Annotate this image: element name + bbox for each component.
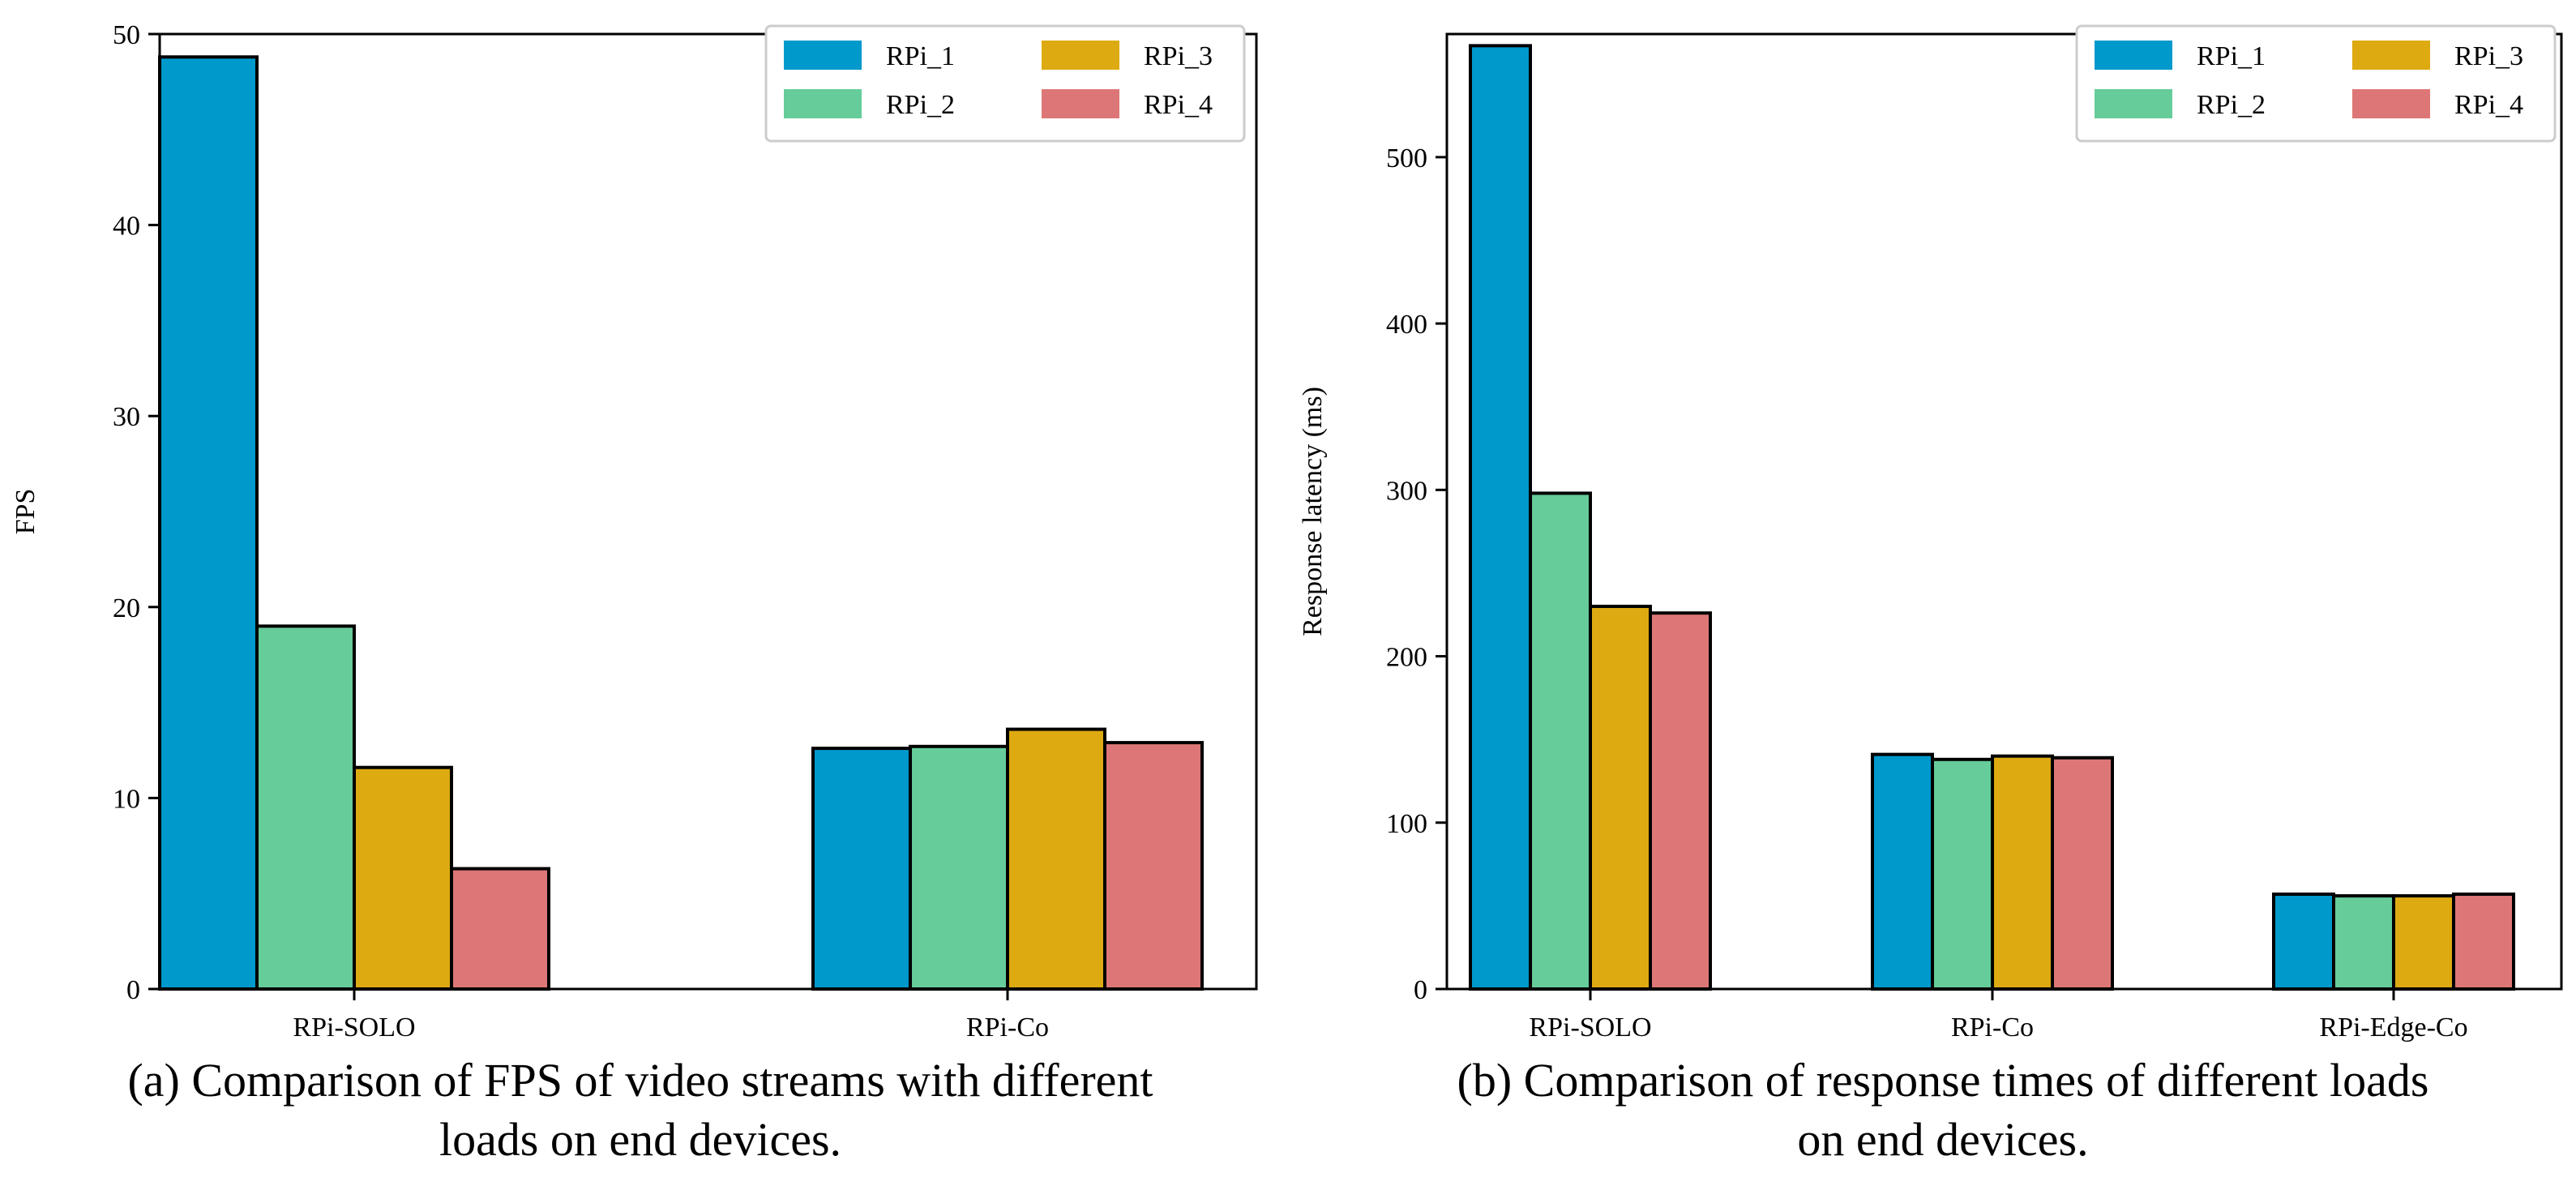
legend-swatch-rpi2 xyxy=(784,89,862,118)
legend-swatch-rpi3 xyxy=(1042,41,1119,70)
y-tick-label: 20 xyxy=(113,593,140,623)
x-tick-label-rpi-solo: RPi-SOLO xyxy=(293,1013,415,1043)
legend-label-rpi4: RPi_4 xyxy=(1144,90,1213,120)
legend-label-rpi2: RPi_2 xyxy=(2197,90,2266,120)
bar-rpi3-rpi-solo xyxy=(353,765,453,991)
legend-label-rpi3: RPi_3 xyxy=(2454,41,2523,71)
y-tick-label: 200 xyxy=(1386,643,1427,673)
legend-label-rpi3: RPi_3 xyxy=(1144,41,1213,71)
legend-swatch-rpi4 xyxy=(1042,89,1119,118)
bar-rpi4-rpi-solo xyxy=(1649,611,1712,991)
legend-label-rpi2: RPi_2 xyxy=(886,90,955,120)
y-tick-label: 400 xyxy=(1386,310,1427,340)
caption-line: (a) Comparison of FPS of video streams w… xyxy=(127,1054,1153,1107)
legend-label-rpi1: RPi_1 xyxy=(886,41,955,71)
legend-swatch-rpi1 xyxy=(2095,41,2172,70)
caption-line: (b) Comparison of response times of diff… xyxy=(1457,1054,2429,1107)
bar-rpi4-rpi-solo xyxy=(450,867,550,991)
y-tick-label: 0 xyxy=(126,975,140,1005)
plot-frame xyxy=(158,32,1258,991)
x-tick-label-rpi-co: RPi-Co xyxy=(966,1013,1049,1043)
bar-rpi1-rpi-co xyxy=(811,747,912,991)
legend-swatch-rpi3 xyxy=(2352,41,2430,70)
chart-response-latency: 0 100 200 300 400 500 RPi-SOLO RPi-Co RPi-Edge-C… xyxy=(1298,24,2563,1166)
y-tick-label: 100 xyxy=(1386,809,1427,839)
x-tick-label-rpi-co: RPi-Co xyxy=(1951,1013,2034,1043)
y-tick-label: 300 xyxy=(1386,476,1427,506)
bar-rpi3-rpi-edge-co xyxy=(2392,894,2455,991)
y-tick-label: 0 xyxy=(1414,975,1427,1005)
bar-rpi1-rpi-solo xyxy=(1469,44,1532,991)
y-tick-label: 30 xyxy=(113,402,140,432)
chart-fps: 0 10 20 30 40 50 RPi-SOLO RPi-Co FPS RPi_1 RPi_2 RP… xyxy=(11,20,1258,1166)
legend-label-rpi4: RPi_4 xyxy=(2454,90,2523,120)
y-tick-label: 50 xyxy=(113,20,140,50)
bar-rpi4-rpi-co xyxy=(1103,741,1204,991)
legend-box xyxy=(764,24,1246,143)
bar-rpi3-rpi-co xyxy=(1991,754,2054,991)
legend-swatch-rpi1 xyxy=(784,41,862,70)
bar-rpi3-rpi-solo xyxy=(1589,604,1652,991)
bar-rpi2-rpi-co xyxy=(1931,757,1994,991)
bar-rpi4-rpi-co xyxy=(2051,756,2114,991)
plot-frame xyxy=(1445,32,2563,991)
bar-rpi2-rpi-solo xyxy=(1529,491,1592,991)
y-axis-label: FPS xyxy=(11,489,41,535)
caption-line: on end devices. xyxy=(1797,1113,2088,1166)
bar-rpi1-rpi-solo xyxy=(158,55,259,991)
bar-rpi4-rpi-edge-co xyxy=(2452,893,2515,991)
x-tick-label-rpi-solo: RPi-SOLO xyxy=(1529,1013,1651,1043)
y-tick-label: 10 xyxy=(113,784,140,814)
y-tick-label: 500 xyxy=(1386,143,1427,173)
bar-rpi3-rpi-co xyxy=(1006,727,1106,991)
legend-box xyxy=(2075,24,2557,143)
legend-swatch-rpi2 xyxy=(2095,89,2172,118)
x-tick-label-rpi-edge-co: RPi-Edge-Co xyxy=(2319,1013,2467,1043)
bar-rpi1-rpi-edge-co xyxy=(2272,893,2335,991)
legend-swatch-rpi4 xyxy=(2352,89,2430,118)
y-tick-label: 40 xyxy=(113,212,140,242)
legend-label-rpi1: RPi_1 xyxy=(2197,41,2266,71)
bar-rpi2-rpi-co xyxy=(909,744,1009,991)
bar-rpi2-rpi-edge-co xyxy=(2332,894,2395,991)
bar-rpi1-rpi-co xyxy=(1871,752,1934,991)
caption-line: loads on end devices. xyxy=(439,1113,841,1166)
y-axis-label: Response latency (ms) xyxy=(1298,387,1328,636)
bar-rpi2-rpi-solo xyxy=(255,624,356,991)
